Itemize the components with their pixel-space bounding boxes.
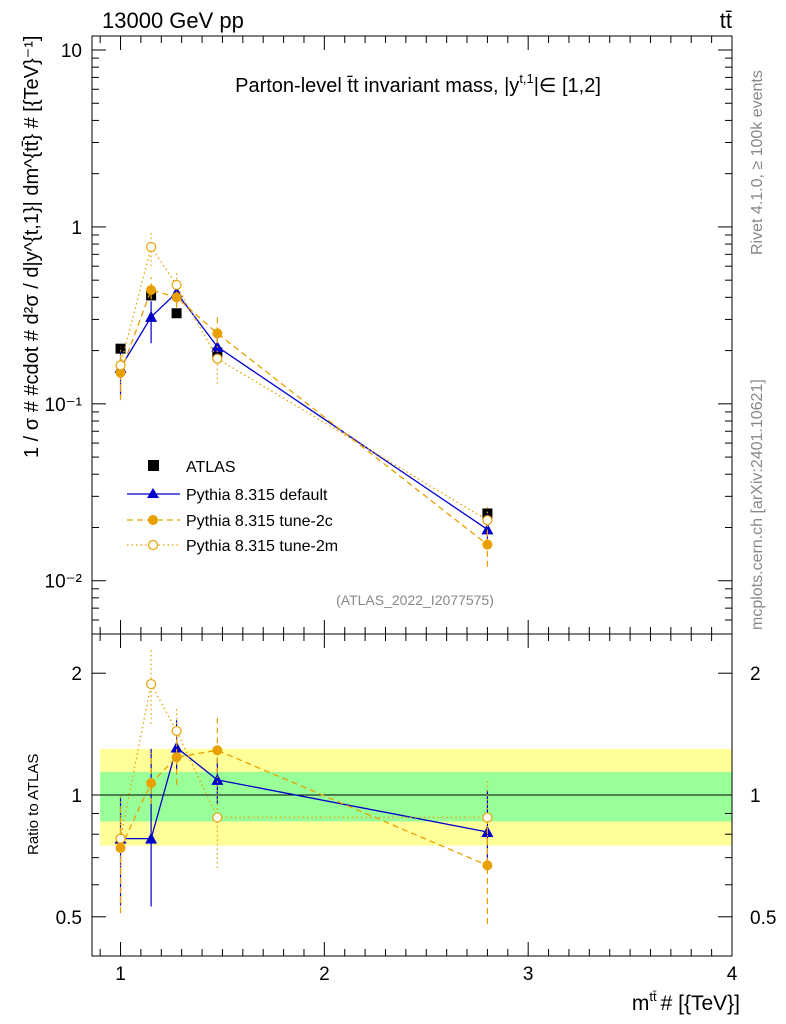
ratio-axis-ticks: 1 2 3 4 2 2 1 1 0.5 0.5 [56, 634, 776, 985]
ratio-ytick-label: 1 [71, 786, 82, 807]
mcplots-label: mcplots.cern.ch [arXiv:2401.10621] [749, 379, 766, 630]
ratio-xtick-label: 2 [319, 964, 330, 985]
ratio-point-2 [146, 678, 157, 690]
xaxis-label-text: m [632, 992, 650, 1015]
series-line-2 [119, 289, 488, 546]
atlas-point [171, 308, 182, 319]
series-point-2 [212, 328, 223, 339]
ratio-band [100, 771, 733, 822]
ratio-xtick-label: 1 [115, 964, 126, 985]
ratio-ytick-label-right: 0.5 [750, 908, 776, 929]
series-point-3 [146, 241, 157, 253]
legend: ATLAS Pythia 8.315 default Pythia 8.315 … [127, 459, 338, 555]
ratio-ytick-label-right: 2 [750, 664, 761, 685]
ratio-ytick-label: 0.5 [56, 908, 82, 929]
ratio-panel: 1 2 3 4 2 2 1 1 0.5 0.5 Ratio to ATLAS mtt̄ # [{Te… [25, 633, 776, 1015]
ratio-point-0 [170, 741, 183, 753]
ratio-point-0 [211, 773, 224, 785]
series-point-3 [212, 353, 223, 364]
main-ytick-label: 10⁻¹ [45, 395, 83, 416]
rivet-label: Rivet 4.1.0, ≥ 100k events [749, 70, 766, 255]
watermark: (ATLAS_2022_I2077575) [336, 592, 494, 608]
legend-marker-tune2m [147, 539, 159, 551]
atlas-point [115, 343, 126, 354]
main-title-text: Parton-level t̄t invariant mass, |y [235, 75, 519, 97]
legend-label-default: Pythia 8.315 default [186, 487, 328, 504]
ratio-xtick-label: 3 [523, 964, 534, 985]
main-panel: 10 1 10⁻¹ 10⁻² Parton-level t̄t invariant m… [21, 35, 733, 635]
main-ytick-label: 10 [61, 41, 82, 62]
ratio-point-1 [171, 752, 182, 763]
series-point-1 [145, 310, 158, 322]
main-axis-ticks: 10 1 10⁻¹ 10⁻² [45, 36, 733, 635]
legend-label-tune2c: Pythia 8.315 tune-2c [186, 513, 333, 530]
xaxis-label-tail: # [{TeV}] [661, 992, 740, 1015]
series-point-3 [171, 279, 182, 291]
energy-label: 13000 GeV pp [102, 8, 244, 33]
ratio-point-1 [146, 778, 157, 789]
ratio-frame [91, 633, 733, 957]
ratio-xtick-label: 4 [727, 964, 738, 985]
ratio-point-2 [482, 812, 493, 823]
process-label: tt̄ [720, 8, 732, 33]
ratio-point-1 [482, 860, 493, 871]
ratio-ytick-label: 2 [71, 664, 82, 685]
ratio-point-2 [171, 725, 182, 737]
legend-marker-default [147, 488, 159, 498]
legend-marker-atlas [148, 460, 159, 471]
xaxis-label: mtt̄ # [{TeV}] [632, 989, 740, 1015]
series-point-1 [481, 523, 494, 535]
legend-marker-tune2c [148, 515, 158, 525]
legend-label-atlas: ATLAS [186, 459, 236, 476]
main-title-sup: t,1 [519, 71, 533, 86]
main-title-tail: |∈ [1,2] [534, 75, 601, 97]
ratio-point-2 [212, 812, 223, 823]
main-ytick-label: 10⁻² [45, 572, 83, 593]
ratio-point-0 [145, 832, 158, 844]
ratio-ylabel: Ratio to ATLAS [25, 754, 42, 855]
main-ylabel: 1 / σ # #cdot # d²σ / d|y^{t,1}| dm^{tt̄… [21, 36, 43, 458]
ratio-point-1 [212, 745, 223, 756]
series-point-3 [482, 515, 493, 526]
main-title: Parton-level t̄t invariant mass, |yt,1|∈… [235, 71, 601, 97]
main-ytick-label: 1 [71, 218, 82, 239]
series-point-2 [146, 284, 157, 295]
ratio-ytick-label-right: 1 [750, 786, 761, 807]
ratio-line-2 [119, 682, 488, 839]
series-point-3 [115, 360, 126, 371]
ratio-point-2 [115, 833, 126, 844]
xaxis-label-sup: tt̄ [649, 989, 657, 1004]
legend-label-tune2m: Pythia 8.315 tune-2m [186, 538, 338, 555]
